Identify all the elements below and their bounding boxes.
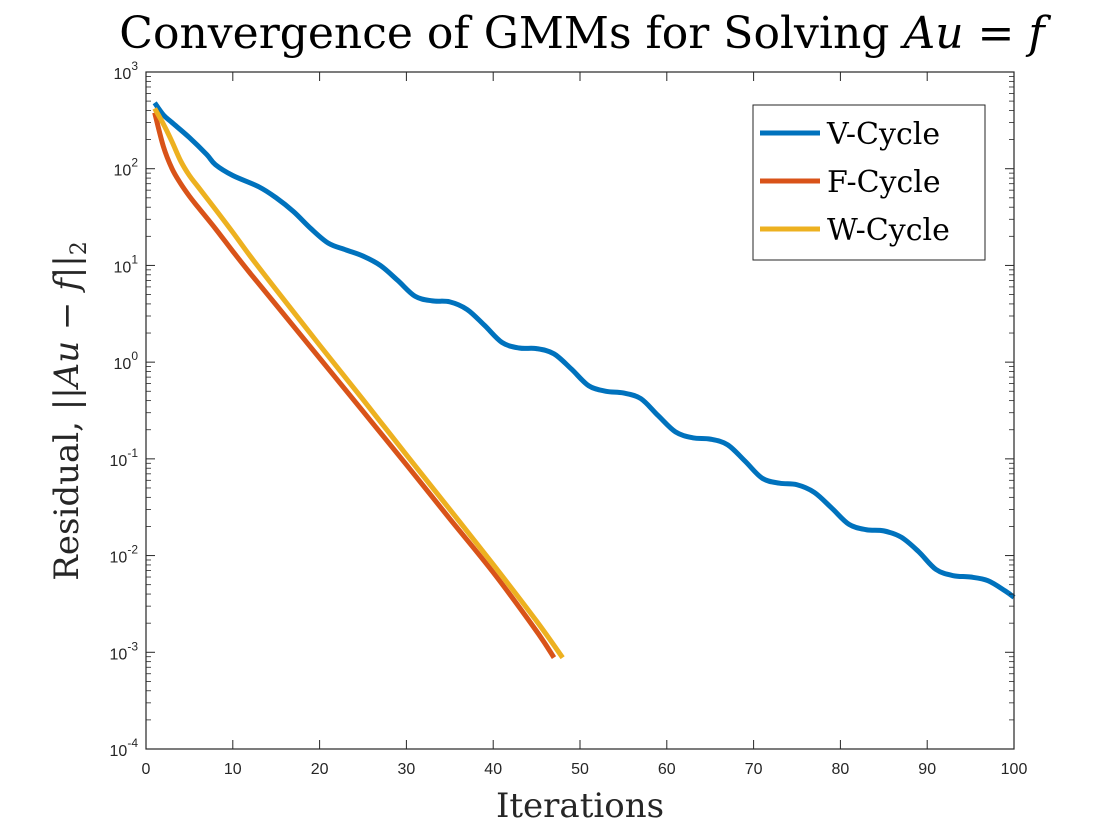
chart-title: Convergence of GMMs for Solving Au = f	[119, 8, 1051, 59]
y-tick-exponent: -3	[127, 639, 138, 653]
y-tick-exponent: -1	[127, 446, 138, 460]
y-tick-exponent: -2	[127, 543, 138, 557]
series-line-f-cycle	[152, 112, 557, 660]
series-layer	[152, 101, 1016, 660]
legend-label-v-cycle: V-Cycle	[826, 117, 940, 152]
y-axis-label: Residual, ||Au − f||2	[47, 241, 92, 580]
y-tick-label: 10-3	[110, 639, 139, 663]
y-tick-base: 10	[114, 163, 132, 180]
y-tick-label: 102	[114, 156, 139, 180]
x-tick-label: 50	[571, 761, 589, 778]
y-tick-label: 10-2	[110, 543, 139, 567]
y-tick-exponent: 1	[131, 252, 138, 266]
legend-label-w-cycle: W-Cycle	[827, 213, 950, 248]
y-tick-base: 10	[114, 259, 132, 276]
y-tick-label: 100	[114, 349, 139, 373]
y-tick-base: 10	[114, 356, 132, 373]
y-tick-base: 10	[110, 550, 128, 567]
y-tick-label: 101	[114, 252, 139, 276]
y-tick-base: 10	[114, 66, 132, 83]
series-line-w-cycle	[152, 107, 565, 660]
x-tick-label: 60	[658, 761, 676, 778]
x-tick-label: 20	[311, 761, 329, 778]
y-tick-label: 10-4	[110, 736, 139, 760]
x-tick-label: 30	[398, 761, 416, 778]
x-tick-label: 0	[142, 761, 151, 778]
series-line-v-cycle	[152, 101, 1016, 600]
y-tick-label: 103	[114, 59, 139, 83]
y-tick-base: 10	[110, 743, 128, 760]
legend: V-Cycle F-Cycle W-Cycle	[752, 104, 986, 261]
y-tick-base: 10	[110, 646, 128, 663]
x-tick-label: 80	[832, 761, 850, 778]
x-tick-label: 70	[745, 761, 763, 778]
y-tick-exponent: -4	[127, 736, 138, 750]
x-axis-label: Iterations	[496, 786, 664, 826]
y-tick-exponent: 0	[131, 349, 138, 363]
x-tick-label: 100	[1001, 761, 1028, 778]
x-tick-label: 90	[918, 761, 936, 778]
y-tick-label: 10-1	[110, 446, 139, 470]
y-tick-exponent: 2	[131, 156, 138, 170]
x-axis-ticks: 0 10 20 30 40 50 60 70 80 90 100	[142, 72, 1028, 778]
x-tick-label: 10	[224, 761, 242, 778]
y-tick-exponent: 3	[131, 59, 138, 73]
y-tick-base: 10	[110, 453, 128, 470]
legend-label-f-cycle: F-Cycle	[827, 165, 941, 200]
x-tick-label: 40	[484, 761, 502, 778]
